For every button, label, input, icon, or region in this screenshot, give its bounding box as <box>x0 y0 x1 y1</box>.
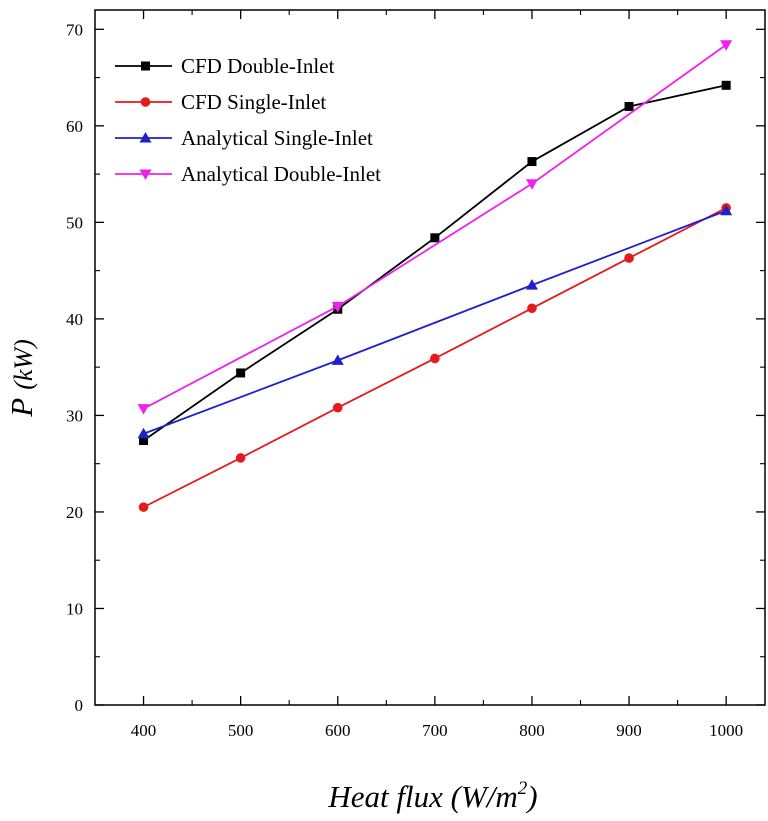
data-point <box>525 279 538 290</box>
legend-item: CFD Single-Inlet <box>115 90 326 114</box>
legend-marker <box>141 61 150 71</box>
legend-marker <box>140 97 151 107</box>
axes: 400 500 600 700 800 900 1000 0 10 20 30 40 50 60 70 <box>66 9 766 740</box>
legend-label: CFD Single-Inlet <box>181 90 326 114</box>
y-tick-label: 40 <box>66 310 83 329</box>
y-axis-variable: P <box>4 398 39 418</box>
data-point <box>720 204 733 216</box>
data-point <box>137 427 150 439</box>
legend-label: Analytical Double-Inlet <box>181 162 381 186</box>
y-tick-label: 60 <box>66 117 83 136</box>
x-tick-label: 500 <box>228 721 254 740</box>
data-point <box>720 40 733 51</box>
data-point <box>430 233 440 243</box>
x-tick-label: 700 <box>422 721 448 740</box>
data-point <box>331 301 344 313</box>
x-axis-title-close: ) <box>525 779 537 814</box>
x-tick-label: 900 <box>616 721 642 740</box>
y-tick-label: 20 <box>66 503 83 522</box>
y-tick-label: 50 <box>66 213 83 232</box>
legend-marker <box>139 169 152 180</box>
data-point <box>138 502 149 512</box>
series-layer <box>137 40 733 512</box>
series-line <box>143 209 727 435</box>
data-point <box>527 303 537 314</box>
x-axis-title-main: Heat flux (W/m <box>327 779 517 814</box>
series-3 <box>137 204 733 439</box>
x-tick-label: 600 <box>325 721 351 740</box>
data-point <box>527 157 537 167</box>
series-4 <box>137 40 733 415</box>
legend-item: Analytical Double-Inlet <box>115 162 381 186</box>
plot-frame <box>94 9 766 706</box>
y-tick-label: 70 <box>66 20 83 39</box>
y-tick-label: 30 <box>66 406 83 425</box>
legend-item: CFD Double-Inlet <box>115 54 335 78</box>
x-tick-label: 800 <box>519 721 545 740</box>
x-tick-label: 1000 <box>709 721 743 740</box>
data-point <box>137 404 150 415</box>
data-point <box>236 368 246 378</box>
series-1 <box>139 80 731 446</box>
x-tick-label: 400 <box>131 721 157 740</box>
x-axis-title: Heat flux (W/m2) <box>327 778 537 814</box>
data-point <box>624 102 634 112</box>
legend-item: Analytical Single-Inlet <box>115 126 373 150</box>
x-axis-title-sup: 2 <box>518 778 528 799</box>
data-point <box>332 402 343 413</box>
legend: CFD Double-Inlet CFD Single-Inlet Analytic… <box>115 54 381 186</box>
legend-label: Analytical Single-Inlet <box>181 126 373 150</box>
data-point <box>721 80 731 90</box>
data-point <box>235 453 246 463</box>
legend-label: CFD Double-Inlet <box>181 54 335 78</box>
legend-marker <box>139 132 152 143</box>
y-tick-label: 10 <box>66 599 83 618</box>
data-point <box>139 436 149 446</box>
data-point <box>430 353 440 364</box>
series-line <box>143 44 727 410</box>
y-axis-unit: (kW) <box>9 339 38 390</box>
data-point <box>525 179 538 190</box>
y-tick-label: 0 <box>75 696 84 715</box>
y-axis-title: P (kW) <box>4 339 39 417</box>
data-point <box>624 253 634 263</box>
data-point <box>331 354 344 365</box>
series-2 <box>138 203 731 512</box>
